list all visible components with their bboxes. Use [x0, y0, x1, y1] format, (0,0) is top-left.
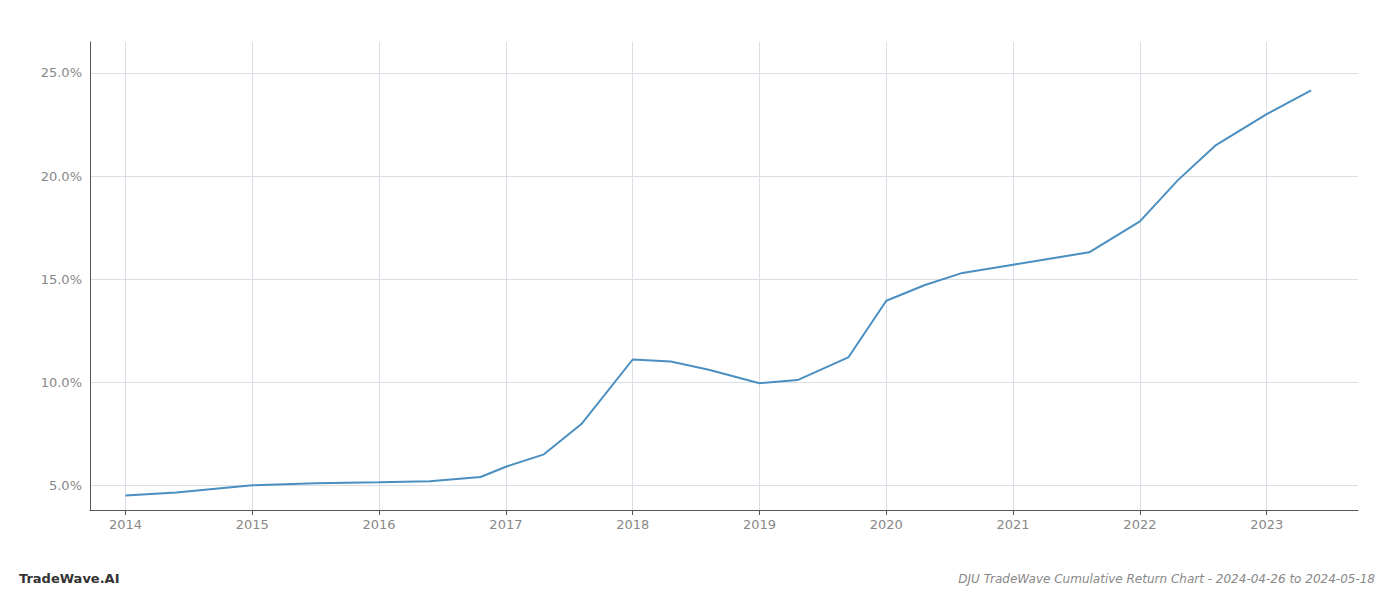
svg-text:25.0%: 25.0%	[41, 65, 82, 80]
svg-text:2016: 2016	[363, 517, 396, 532]
svg-text:15.0%: 15.0%	[41, 272, 82, 287]
svg-text:DJU TradeWave Cumulative Retur: DJU TradeWave Cumulative Return Chart - …	[958, 572, 1375, 586]
svg-text:2021: 2021	[997, 517, 1030, 532]
svg-text:2014: 2014	[109, 517, 142, 532]
svg-text:10.0%: 10.0%	[41, 375, 82, 390]
svg-text:2015: 2015	[236, 517, 269, 532]
svg-text:2023: 2023	[1250, 517, 1283, 532]
svg-text:2022: 2022	[1123, 517, 1156, 532]
svg-text:5.0%: 5.0%	[49, 478, 82, 493]
svg-text:2017: 2017	[489, 517, 522, 532]
svg-text:2020: 2020	[870, 517, 903, 532]
svg-text:20.0%: 20.0%	[41, 169, 82, 184]
svg-text:2019: 2019	[743, 517, 776, 532]
svg-text:2018: 2018	[616, 517, 649, 532]
svg-text:TradeWave.AI: TradeWave.AI	[19, 571, 120, 586]
